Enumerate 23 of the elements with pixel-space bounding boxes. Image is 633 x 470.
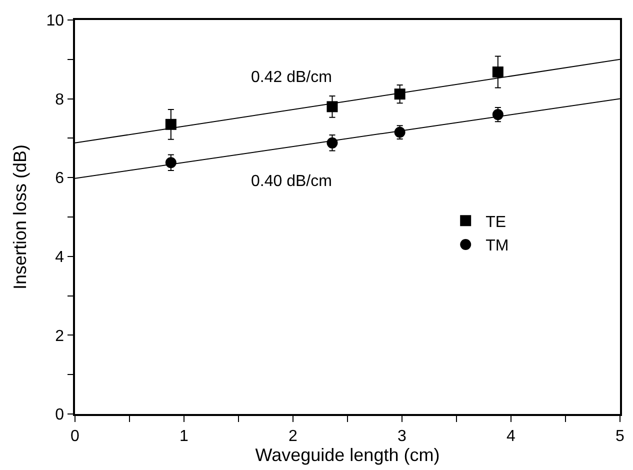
- y-tick-label: 8: [55, 91, 64, 108]
- annotation: 0.40 dB/cm: [251, 173, 332, 190]
- x-axis-title: Waveguide length (cm): [255, 444, 440, 465]
- point: [492, 109, 504, 120]
- y-tick-label: 2: [55, 328, 64, 345]
- x-tick-label: 4: [506, 428, 516, 445]
- y-tick-label: 6: [55, 170, 64, 188]
- x-tick-label: 3: [398, 428, 407, 445]
- y-axis-title: Insertion loss (dB): [10, 144, 30, 290]
- point: [492, 66, 504, 78]
- y-tick-label: 10: [46, 12, 64, 30]
- legend-label: TE: [486, 214, 506, 231]
- point: [326, 101, 338, 112]
- point: [165, 118, 176, 130]
- annotation: 0.42 dB/cm: [251, 69, 332, 86]
- point: [394, 88, 406, 100]
- y-tick-label: 4: [55, 249, 64, 266]
- y-tick-label: 0: [55, 406, 64, 424]
- x-tick-label: 0: [70, 428, 80, 445]
- x-tick-label: 2: [288, 428, 298, 445]
- legend-label: TM: [486, 238, 509, 255]
- x-tick-label: 1: [180, 428, 189, 445]
- x-tick-label: 5: [616, 428, 625, 445]
